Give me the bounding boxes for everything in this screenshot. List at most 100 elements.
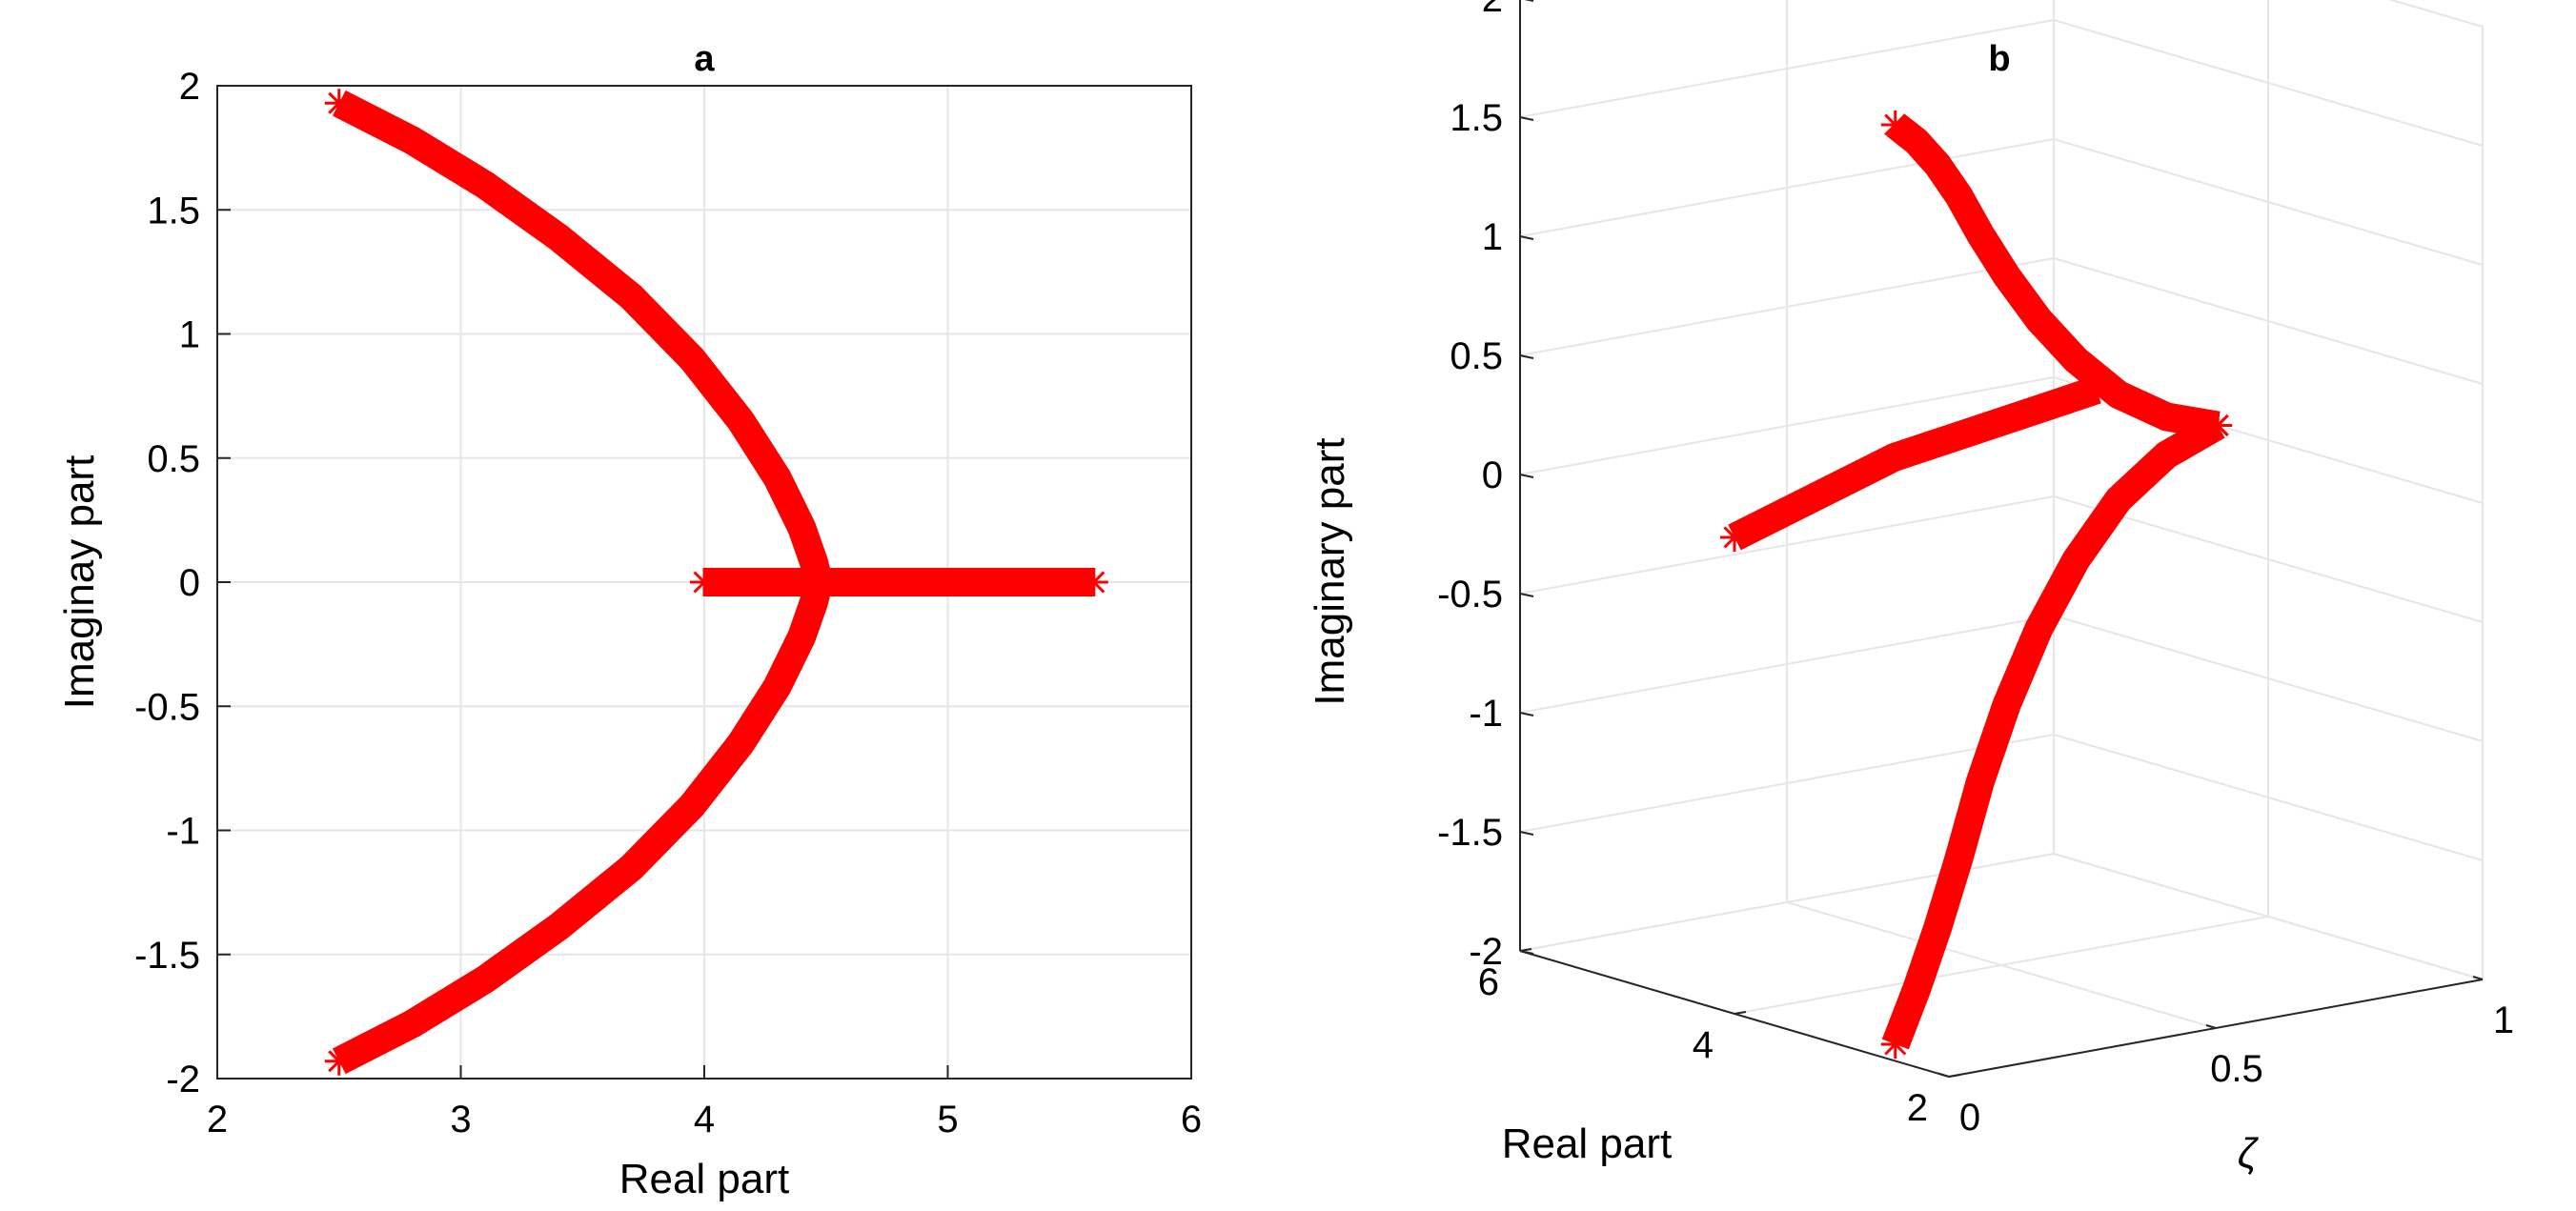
- panel-b-data-point: [2061, 545, 2091, 575]
- panel-b-data-point: [1923, 151, 1953, 180]
- panel-a-y-tick-label: 1.5: [147, 190, 200, 232]
- panel-a-data-point: [787, 622, 817, 652]
- panel-b-imag-tick-label: 0: [1482, 454, 1503, 496]
- panel-b-data-point: [1992, 261, 2021, 291]
- panel-a-data-point: [811, 568, 841, 596]
- panel-a-y-axis-label: Imaginay part: [56, 455, 103, 710]
- panel-a-y-tick-label: -0.5: [134, 686, 200, 728]
- panel-a-data-point: [397, 1009, 427, 1039]
- panel-b-data-point: [1944, 181, 1974, 211]
- panel-b-imag-tick-label: 1.5: [1450, 97, 1503, 139]
- panel-a-ticks: 2 3 4 5 6 -2 -1.5 -1 -0.5 0 0.5 1 1.5 2: [134, 66, 1202, 1140]
- panel-b-data-point: [2203, 411, 2233, 440]
- panel-b-real-tick: [1519, 948, 1532, 952]
- panel-b-zeta-tick: [2205, 1024, 2217, 1029]
- panel-b-real-tick: [1734, 1011, 1747, 1015]
- panel-a-x-tick-label: 6: [1181, 1099, 1202, 1140]
- panel-b-data-point: [2082, 375, 2111, 405]
- panel-b-zeta-tick: [1938, 1073, 1950, 1078]
- panel-b-zeta-tick-label: 1: [2493, 999, 2514, 1041]
- panel-a-y-tick-label: -1: [166, 811, 200, 853]
- panel-a-data-point: [762, 672, 792, 701]
- panel-a-data-point: [397, 126, 427, 155]
- panel-b-zeta-tick: [2472, 976, 2484, 980]
- panel-a-data-point: [726, 729, 756, 758]
- panel-b-imag-tick-label: -1: [1469, 693, 1503, 735]
- panel-a-y-tick-label: 1: [179, 314, 200, 356]
- panel-a-y-tick-label: -1.5: [134, 935, 200, 977]
- panel-b-grid-real-floor: [1734, 916, 2269, 1015]
- panel-a-data-point: [762, 463, 792, 493]
- panel-a-data-point: [324, 89, 354, 118]
- panel-a-y-tick-label: -2: [166, 1059, 200, 1100]
- panel-b-imag-tick: [1519, 474, 1534, 478]
- panel-a: 2 3 4 5 6 -2 -1.5 -1 -0.5 0 0.5 1 1.5 2 a Real part I…: [56, 39, 1202, 1202]
- panel-a-data-point: [617, 853, 646, 882]
- panel-b-imag-tick: [1519, 593, 1534, 597]
- panel-a-title: a: [694, 39, 715, 79]
- panel-b-imag-tick-label: -0.5: [1437, 574, 1503, 616]
- panel-b-imag-tick: [1519, 354, 1534, 359]
- panel-a-x-axis-label: Real part: [619, 1156, 790, 1202]
- panel-b-data-point: [1902, 975, 1931, 1004]
- panel-b-real-tick-label: 2: [1907, 1087, 1928, 1129]
- panel-b-real-tick-label: 4: [1693, 1024, 1714, 1066]
- panel-b-grid-imag-right-wall: [2387, 0, 2484, 28]
- panel-b-data-point: [2152, 402, 2181, 432]
- panel-b-data-point: [1799, 483, 1829, 512]
- panel-b-imag-tick-label: -1.5: [1437, 812, 1503, 854]
- panel-b-data-point: [1944, 843, 1974, 873]
- panel-b-imag-tick-label: 1: [1482, 216, 1503, 258]
- panel-b-real-axis-label: Real part: [1502, 1120, 1673, 1167]
- panel-a-data: [324, 89, 1108, 1076]
- panel-a-data-point: [787, 513, 817, 542]
- panel-b-data-point: [1720, 523, 1749, 552]
- panel-a-x-tick-label: 3: [450, 1099, 471, 1140]
- panel-b-data: [1720, 111, 2233, 1059]
- panel-b-imag-tick: [1519, 712, 1534, 717]
- panel-a-data-point: [933, 568, 963, 596]
- panel-b-data-point: [1902, 127, 1931, 156]
- panel-b-zeta-tick-label: 0: [1959, 1097, 1980, 1139]
- panel-b-data-point: [2152, 440, 2181, 470]
- panel-a-x-tick-label: 2: [207, 1099, 228, 1140]
- panel-a-x-tick-label: 4: [694, 1099, 715, 1140]
- panel-a-data-point: [543, 913, 573, 942]
- panel-b-imag-axis-label: Imaginary part: [1307, 437, 1353, 705]
- panel-a-data-point: [678, 344, 707, 373]
- panel-b-data-point: [1965, 767, 1995, 797]
- panel-b-data-point: [1879, 443, 1909, 472]
- panel-a-data-point: [543, 222, 573, 252]
- panel-a-data-point: [726, 406, 756, 435]
- panel-a-data-point: [471, 964, 500, 994]
- panel-a-y-tick-label: 0: [179, 562, 200, 604]
- panel-b-data-point: [1923, 913, 1953, 942]
- panel-b-data-point: [1992, 690, 2021, 719]
- panel-a-data-point: [690, 568, 719, 596]
- panel-b-real-tick: [1948, 1074, 1961, 1078]
- panel-a-y-tick-label: 2: [179, 66, 200, 108]
- panel-b-zeta-axis-label: ζ: [2238, 1130, 2260, 1177]
- panel-b-data-point: [1880, 111, 1910, 139]
- panel-a-x-tick-label: 5: [937, 1099, 958, 1140]
- panel-b-data-point: [2104, 380, 2133, 410]
- panel-b-data-point: [1965, 219, 1995, 249]
- panel-a-data-point: [324, 1046, 354, 1076]
- panel-b-imag-tick: [1519, 116, 1534, 121]
- panel-a-data-point: [471, 171, 500, 200]
- panel-b-title: b: [1988, 39, 2010, 79]
- panel-b-zeta-tick-label: 0.5: [2210, 1048, 2263, 1090]
- panel-b-data-point: [2104, 485, 2133, 515]
- panel-b-imag-tick-label: 0.5: [1450, 335, 1503, 377]
- panel-b-real-tick-label: 6: [1478, 961, 1499, 1003]
- panel-a-data-point: [617, 282, 646, 312]
- panel-a-data-point: [678, 791, 707, 820]
- panel-b-data-point: [2061, 345, 2091, 374]
- panel-b-data-point: [2024, 305, 2054, 334]
- panel-b-imag-tick-label: -2: [1469, 931, 1503, 973]
- panel-b-grid: [1519, 0, 2484, 1078]
- panel-b-series-2-trace: [1728, 375, 2101, 551]
